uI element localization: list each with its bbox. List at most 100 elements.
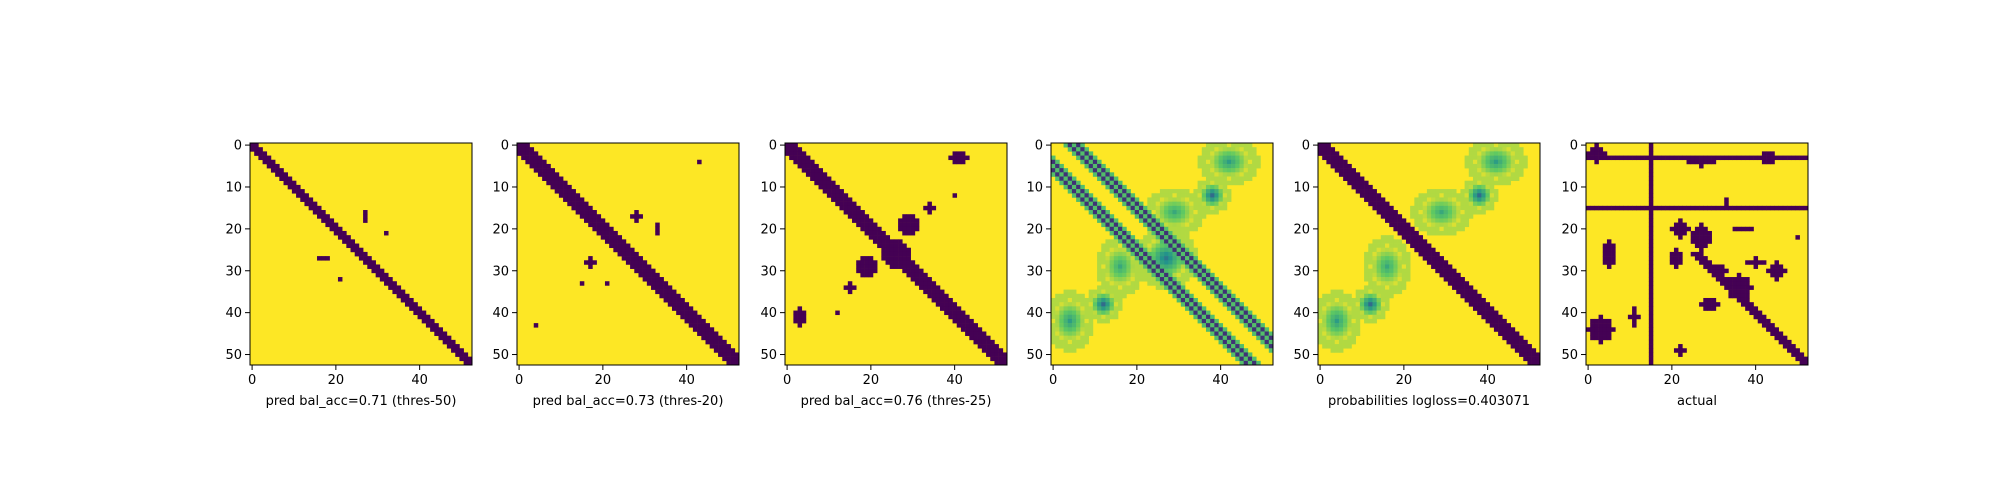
heatmap-cell	[1766, 205, 1771, 211]
heatmap-cell	[1080, 155, 1085, 161]
heatmap-cell	[1164, 193, 1169, 198]
heatmap-cell	[579, 201, 585, 207]
heatmap-cell	[1435, 251, 1440, 257]
heatmap-cell	[1201, 281, 1207, 286]
heatmap-cell	[1189, 197, 1194, 202]
heatmap-cell	[1256, 163, 1261, 169]
heatmap-cell	[1268, 331, 1274, 336]
heatmap-cell	[1176, 189, 1182, 194]
heatmap-cell	[1226, 197, 1232, 202]
heatmap-cell	[1330, 155, 1336, 161]
heatmap-cell	[856, 205, 861, 211]
heatmap-cell	[1243, 360, 1249, 366]
heatmap-cell	[1648, 239, 1654, 244]
heatmap-cell	[417, 310, 423, 316]
heatmap-cell	[1176, 297, 1182, 303]
heatmap-cell	[881, 239, 886, 244]
heatmap-cell	[1627, 314, 1633, 320]
heatmap-cell	[1247, 151, 1253, 156]
heatmap-cell	[860, 210, 865, 215]
heatmap-cell	[1757, 318, 1763, 324]
heatmap-cell	[1076, 147, 1081, 152]
heatmap-cell	[1489, 155, 1495, 161]
heatmap-cell	[421, 310, 427, 316]
heatmap-cell	[1155, 264, 1161, 269]
heatmap-cell	[1472, 176, 1478, 181]
heatmap-cell	[1472, 302, 1478, 307]
heatmap-cell	[1134, 281, 1140, 286]
heatmap-cell	[1130, 281, 1136, 286]
heatmap-cell	[1711, 155, 1717, 161]
heatmap-cell	[1180, 302, 1186, 307]
heatmap-cell	[625, 260, 631, 265]
heatmap-cell	[1523, 348, 1528, 353]
heatmap-cell	[1197, 222, 1203, 228]
heatmap-cell	[1736, 205, 1742, 211]
heatmap-cell	[684, 302, 690, 307]
heatmap-cell	[312, 210, 318, 215]
heatmap-cell	[1506, 327, 1511, 332]
heatmap-cell	[1519, 335, 1524, 341]
heatmap-cell	[969, 327, 974, 332]
heatmap-cell	[1201, 193, 1207, 198]
heatmap-cell	[1502, 323, 1507, 328]
heatmap-cell	[1201, 172, 1207, 177]
heatmap-cell	[1439, 193, 1444, 198]
heatmap-cell	[1368, 272, 1373, 278]
heatmap-cell	[1218, 180, 1224, 186]
heatmap-cell	[1753, 256, 1759, 261]
heatmap-cell	[1401, 272, 1407, 278]
heatmap-cell	[1002, 360, 1008, 366]
heatmap-cell	[1226, 331, 1232, 336]
heatmap-cell	[1364, 314, 1369, 320]
heatmap-cell	[1084, 306, 1089, 311]
heatmap-cell	[1514, 331, 1520, 336]
heatmap-cell	[1606, 323, 1612, 328]
heatmap-cell	[1380, 256, 1386, 261]
heatmap-cell	[1334, 168, 1340, 173]
heatmap-cell	[718, 348, 723, 353]
heatmap-cell	[1189, 201, 1194, 207]
heatmap-cell	[1113, 251, 1119, 257]
heatmap-cell	[1155, 226, 1161, 232]
y-tick-label: 40	[760, 306, 777, 321]
heatmap-cell	[1770, 268, 1775, 274]
heatmap-cell	[592, 210, 597, 215]
heatmap-cell	[1130, 243, 1136, 249]
heatmap-cell	[1460, 289, 1465, 295]
heatmap-cell	[1787, 339, 1792, 345]
heatmap-cell	[1214, 176, 1219, 181]
heatmap-cell	[1745, 306, 1750, 311]
heatmap-cell	[1502, 151, 1507, 156]
heatmap-cell	[1648, 210, 1654, 215]
y-tick-label: 50	[760, 348, 777, 363]
heatmap-cell	[638, 214, 643, 219]
heatmap-cell	[1472, 289, 1478, 295]
heatmap-cell	[663, 297, 669, 303]
heatmap-cell	[1468, 159, 1474, 165]
heatmap-cell	[1535, 360, 1541, 366]
heatmap-cell	[1326, 344, 1331, 349]
heatmap-cell	[1477, 155, 1482, 161]
heatmap-cell	[1477, 210, 1482, 215]
heatmap-cell	[1468, 151, 1474, 156]
heatmap-cell	[1443, 205, 1449, 211]
heatmap-cell	[1247, 323, 1253, 328]
heatmap-cell	[1159, 235, 1165, 240]
heatmap-cell	[1535, 352, 1541, 357]
heatmap-cell	[1101, 272, 1106, 278]
heatmap-cell	[1347, 180, 1352, 186]
heatmap-cell	[1632, 310, 1637, 316]
heatmap-cell	[1447, 272, 1453, 278]
heatmap-cell	[1071, 297, 1077, 303]
heatmap-cell	[283, 172, 288, 177]
heatmap-cell	[1334, 344, 1340, 349]
heatmap-cell	[709, 335, 715, 341]
heatmap-cell	[1218, 281, 1224, 286]
heatmap-cell	[1126, 281, 1131, 286]
heatmap-cell	[885, 235, 891, 240]
heatmap-cell	[384, 281, 389, 286]
heatmap-cell	[1164, 222, 1169, 228]
heatmap-cell	[793, 318, 798, 324]
heatmap-cell	[1443, 222, 1449, 228]
